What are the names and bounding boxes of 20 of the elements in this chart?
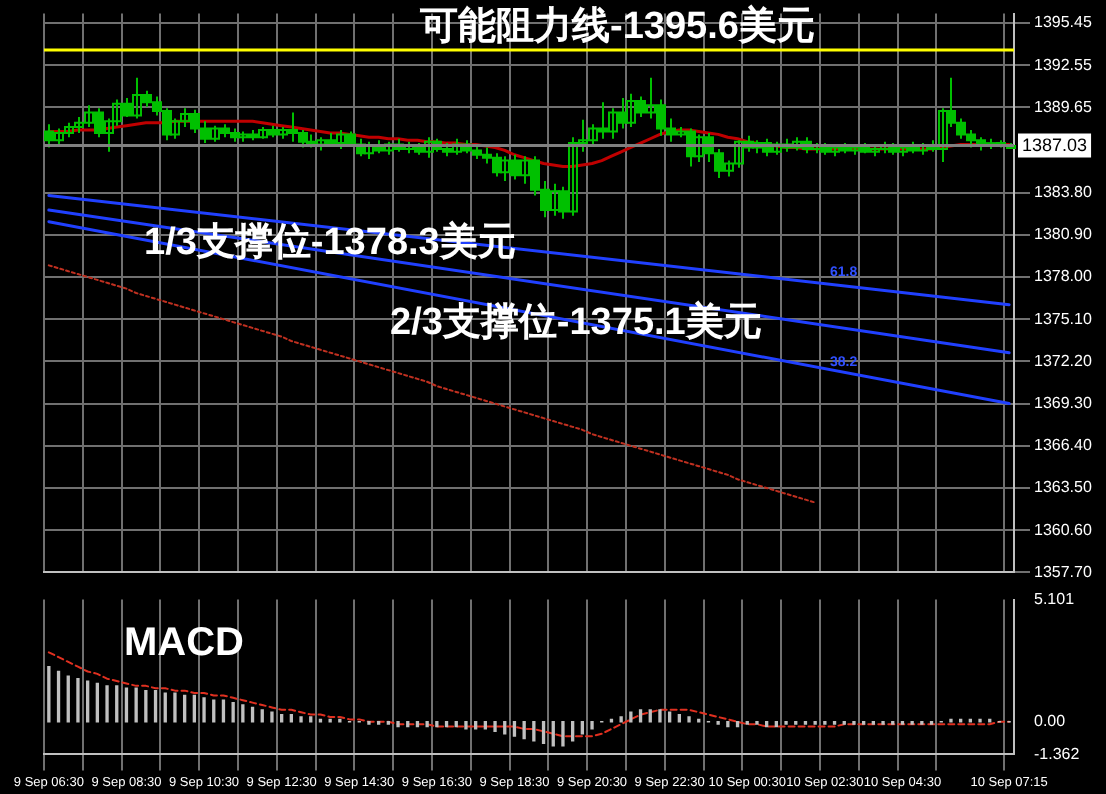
y-tick-label: 1369.30 xyxy=(1034,394,1093,412)
ref-line-label: 1387.03 xyxy=(1022,134,1088,155)
y-tick-label: 1360.60 xyxy=(1034,520,1093,539)
y-tick-label: 5.101 xyxy=(1034,590,1076,609)
y-tick-label: 0.00 xyxy=(1034,712,1067,731)
y-tick-label: 1392.55 xyxy=(1034,55,1093,74)
line-series xyxy=(47,264,817,504)
y-tick-label: 1372.20 xyxy=(1034,351,1093,370)
y-tick-label: 1363.50 xyxy=(1034,478,1093,497)
y-tick-label: 1375.10 xyxy=(1034,309,1093,328)
y-tick-label: 1383.80 xyxy=(1034,183,1093,201)
y-tick-label: 1378.00 xyxy=(1034,267,1093,286)
annotation: 可能阻力线-1395.6美元 xyxy=(418,4,815,49)
y-tick-label: 1395.45 xyxy=(1034,13,1093,32)
y-tick-label: -1.362 xyxy=(1034,744,1081,763)
y-tick-label: 1366.40 xyxy=(1034,436,1093,455)
y-tick-label: 1357.70 xyxy=(1034,562,1093,581)
y-tick-label: 1389.65 xyxy=(1034,97,1093,116)
y-tick-label: 1380.90 xyxy=(1034,225,1093,244)
text: MACD xyxy=(124,620,244,665)
